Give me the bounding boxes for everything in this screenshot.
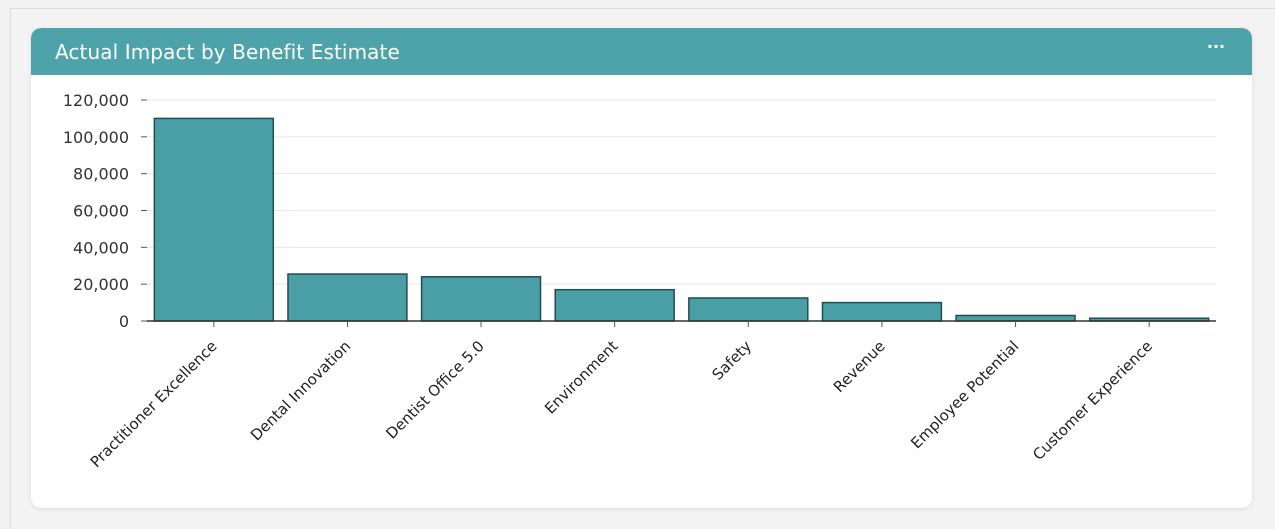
chart-widget-card: Actual Impact by Benefit Estimate ··· 0 2… <box>31 28 1252 508</box>
x-category-label: Employee Potential <box>907 337 1022 452</box>
bar[interactable] <box>821 301 943 322</box>
y-tick-label: 60,000 <box>73 202 129 221</box>
x-category-label: Customer Experience <box>1029 337 1156 464</box>
widget-title: Actual Impact by Benefit Estimate <box>55 40 400 64</box>
y-tick-label: 40,000 <box>73 238 129 257</box>
bar[interactable] <box>955 314 1076 322</box>
bar[interactable] <box>153 117 275 322</box>
bar[interactable] <box>688 297 809 322</box>
x-category-label: Environment <box>541 337 622 418</box>
x-category-label: Safety <box>708 337 755 384</box>
bar-chart: 0 20,000 40,000 60,000 80,000 100,000 120,000 P… <box>63 91 1216 471</box>
y-tick-label: 120,000 <box>63 91 129 110</box>
bar[interactable] <box>554 288 675 322</box>
x-category-label: Dental Innovation <box>247 337 354 444</box>
y-tick-label: 0 <box>119 312 129 331</box>
x-category-label: Practitioner Excellence <box>87 337 221 471</box>
widget-header: Actual Impact by Benefit Estimate ··· <box>31 28 1252 75</box>
y-tick-label: 20,000 <box>73 275 129 294</box>
x-category-label: Dentist Office 5.0 <box>382 337 488 443</box>
bar[interactable] <box>287 273 408 322</box>
x-category-label: Revenue <box>830 337 889 396</box>
y-tick-label: 80,000 <box>73 165 129 184</box>
more-options-icon[interactable]: ··· <box>1206 37 1226 56</box>
bar[interactable] <box>420 276 542 322</box>
y-tick-label: 100,000 <box>63 128 129 147</box>
